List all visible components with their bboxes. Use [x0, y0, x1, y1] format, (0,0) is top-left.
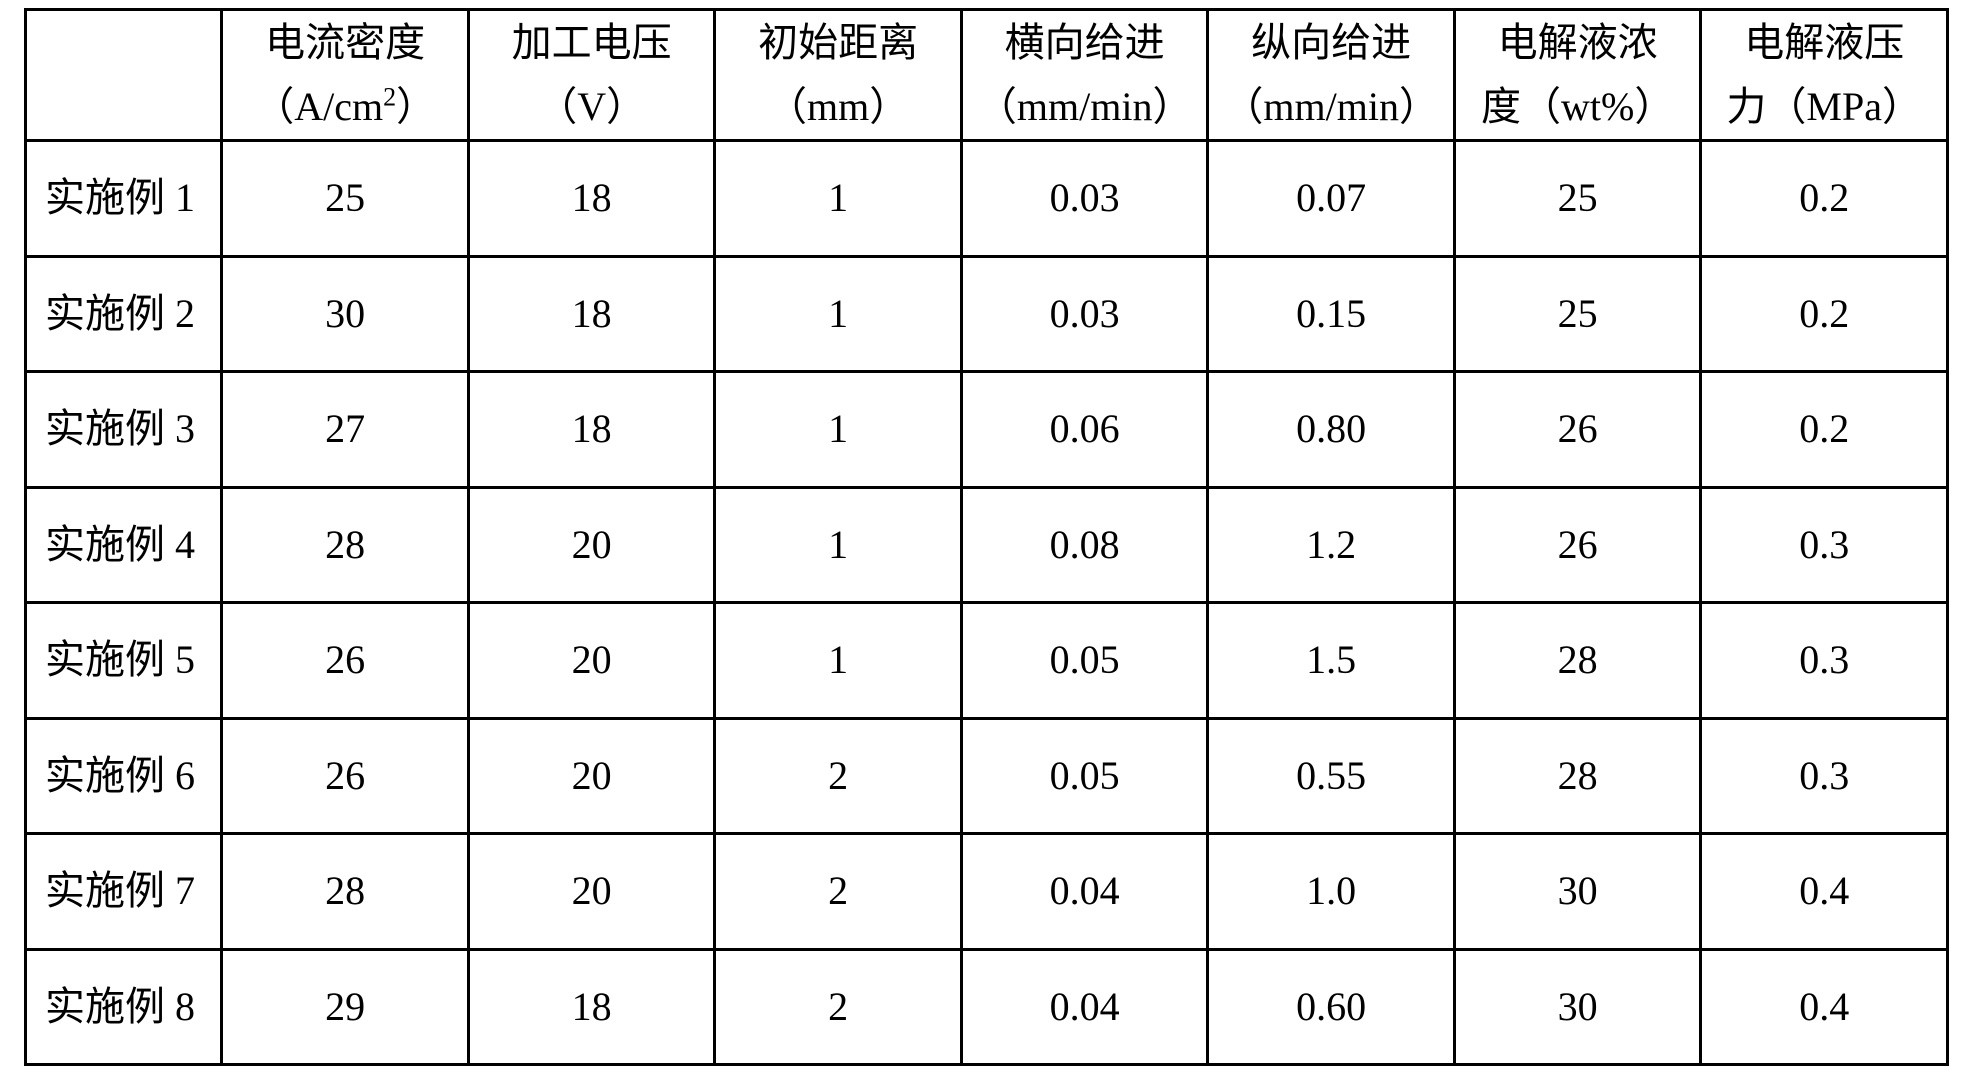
- cell: 0.4: [1701, 834, 1948, 950]
- cell: 1.5: [1208, 603, 1455, 719]
- cell: 2: [715, 718, 962, 834]
- cell: 1.2: [1208, 487, 1455, 603]
- cell: 2: [715, 834, 962, 950]
- table-row: 实施例 4 28 20 1 0.08 1.2 26 0.3: [26, 487, 1948, 603]
- row-label: 实施例 7: [26, 834, 222, 950]
- cell: 0.55: [1208, 718, 1455, 834]
- cell: 28: [222, 487, 469, 603]
- header-electrolyte-pressure: 电解液压 力（MPa）: [1701, 10, 1948, 141]
- cell: 0.03: [961, 141, 1208, 257]
- row-label: 实施例 8: [26, 949, 222, 1065]
- cell: 0.3: [1701, 603, 1948, 719]
- header-initial-distance: 初始距离 （mm）: [715, 10, 962, 141]
- cell: 18: [468, 372, 715, 488]
- cell: 0.05: [961, 603, 1208, 719]
- cell: 0.04: [961, 834, 1208, 950]
- cell: 26: [222, 718, 469, 834]
- header-voltage: 加工电压 （V）: [468, 10, 715, 141]
- cell: 0.08: [961, 487, 1208, 603]
- header-current-density: 电流密度 （A/cm2）: [222, 10, 469, 141]
- cell: 0.3: [1701, 718, 1948, 834]
- table-row: 实施例 2 30 18 1 0.03 0.15 25 0.2: [26, 256, 1948, 372]
- cell: 0.15: [1208, 256, 1455, 372]
- cell: 0.2: [1701, 256, 1948, 372]
- cell: 28: [1454, 718, 1701, 834]
- cell: 0.05: [961, 718, 1208, 834]
- cell: 26: [222, 603, 469, 719]
- table-row: 实施例 7 28 20 2 0.04 1.0 30 0.4: [26, 834, 1948, 950]
- cell: 28: [222, 834, 469, 950]
- cell: 2: [715, 949, 962, 1065]
- cell: 0.2: [1701, 141, 1948, 257]
- table-row: 实施例 3 27 18 1 0.06 0.80 26 0.2: [26, 372, 1948, 488]
- table-header-row: 电流密度 （A/cm2） 加工电压 （V） 初始距离 （mm） 横向给进 （mm…: [26, 10, 1948, 141]
- header-blank: [26, 10, 222, 141]
- table-row: 实施例 6 26 20 2 0.05 0.55 28 0.3: [26, 718, 1948, 834]
- row-label: 实施例 4: [26, 487, 222, 603]
- cell: 30: [1454, 949, 1701, 1065]
- cell: 0.07: [1208, 141, 1455, 257]
- cell: 0.60: [1208, 949, 1455, 1065]
- parameters-table: 电流密度 （A/cm2） 加工电压 （V） 初始距离 （mm） 横向给进 （mm…: [24, 8, 1949, 1066]
- row-label: 实施例 6: [26, 718, 222, 834]
- cell: 18: [468, 256, 715, 372]
- cell: 18: [468, 141, 715, 257]
- cell: 0.06: [961, 372, 1208, 488]
- cell: 1: [715, 141, 962, 257]
- header-lateral-feed: 横向给进 （mm/min）: [961, 10, 1208, 141]
- cell: 27: [222, 372, 469, 488]
- row-label: 实施例 1: [26, 141, 222, 257]
- cell: 0.03: [961, 256, 1208, 372]
- cell: 26: [1454, 372, 1701, 488]
- cell: 1: [715, 603, 962, 719]
- cell: 20: [468, 718, 715, 834]
- header-electrolyte-concentration: 电解液浓 度（wt%）: [1454, 10, 1701, 141]
- cell: 1: [715, 487, 962, 603]
- cell: 0.04: [961, 949, 1208, 1065]
- cell: 29: [222, 949, 469, 1065]
- cell: 20: [468, 834, 715, 950]
- cell: 30: [1454, 834, 1701, 950]
- cell: 1: [715, 256, 962, 372]
- table-row: 实施例 8 29 18 2 0.04 0.60 30 0.4: [26, 949, 1948, 1065]
- row-label: 实施例 5: [26, 603, 222, 719]
- row-label: 实施例 3: [26, 372, 222, 488]
- cell: 20: [468, 603, 715, 719]
- cell: 25: [1454, 256, 1701, 372]
- row-label: 实施例 2: [26, 256, 222, 372]
- cell: 25: [1454, 141, 1701, 257]
- cell: 0.2: [1701, 372, 1948, 488]
- cell: 30: [222, 256, 469, 372]
- cell: 1: [715, 372, 962, 488]
- cell: 1.0: [1208, 834, 1455, 950]
- cell: 20: [468, 487, 715, 603]
- table-row: 实施例 1 25 18 1 0.03 0.07 25 0.2: [26, 141, 1948, 257]
- cell: 28: [1454, 603, 1701, 719]
- cell: 18: [468, 949, 715, 1065]
- cell: 0.3: [1701, 487, 1948, 603]
- cell: 25: [222, 141, 469, 257]
- cell: 0.4: [1701, 949, 1948, 1065]
- header-longitudinal-feed: 纵向给进 （mm/min）: [1208, 10, 1455, 141]
- table-row: 实施例 5 26 20 1 0.05 1.5 28 0.3: [26, 603, 1948, 719]
- cell: 26: [1454, 487, 1701, 603]
- cell: 0.80: [1208, 372, 1455, 488]
